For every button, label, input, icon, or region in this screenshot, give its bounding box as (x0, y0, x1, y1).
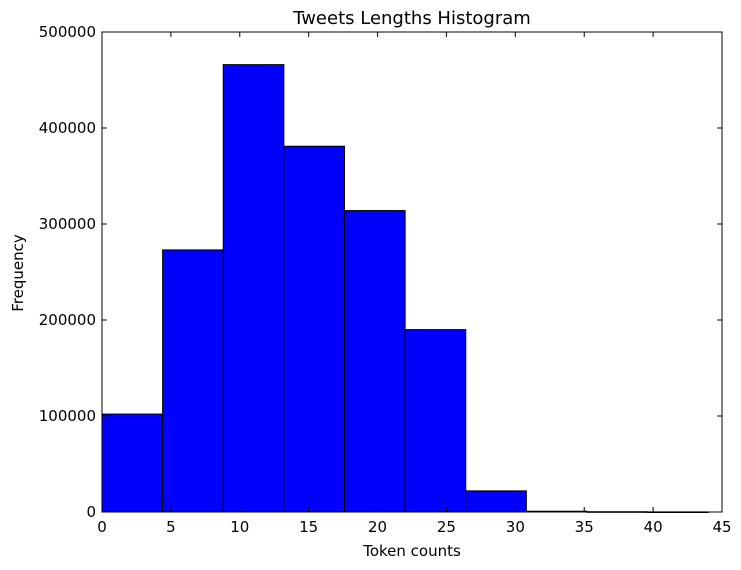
x-tick-label-1: 5 (166, 518, 176, 536)
x-tick-label-8: 40 (644, 518, 663, 536)
x-axis-label: Token counts (362, 542, 461, 560)
histogram-bar-2 (222, 64, 285, 513)
bars-group (101, 64, 709, 514)
histogram-bar-6 (465, 490, 527, 513)
y-tick-label-3: 300000 (39, 215, 96, 233)
x-axis-ticks: 0 5 10 15 20 25 30 35 40 45 (97, 32, 732, 536)
y-tick-label-0: 0 (86, 503, 96, 521)
y-axis-ticks: 0 100000 200000 300000 400000 500000 (39, 23, 722, 521)
plot-frame (101, 31, 723, 513)
chart-title: Tweets Lengths Histogram (292, 8, 531, 29)
x-tick-label-9: 45 (712, 518, 731, 536)
histogram-bar-3 (283, 145, 345, 513)
y-tick-label-4: 400000 (39, 119, 96, 137)
y-tick-label-2: 200000 (39, 311, 96, 329)
x-tick-label-5: 25 (437, 518, 456, 536)
y-tick-label-5: 500000 (39, 23, 96, 41)
x-tick-label-2: 10 (230, 518, 249, 536)
x-tick-label-3: 15 (299, 518, 318, 536)
histogram-bar-0 (101, 413, 164, 513)
histogram-bar-1 (162, 249, 224, 513)
histogram-bar-5 (404, 329, 467, 513)
x-tick-label-0: 0 (97, 518, 107, 536)
x-tick-label-6: 30 (506, 518, 525, 536)
x-tick-label-7: 35 (575, 518, 594, 536)
histogram-bar-4 (343, 210, 406, 513)
y-axis-label: Frequency (9, 234, 27, 312)
y-tick-label-1: 100000 (39, 407, 96, 425)
x-tick-label-4: 20 (368, 518, 387, 536)
